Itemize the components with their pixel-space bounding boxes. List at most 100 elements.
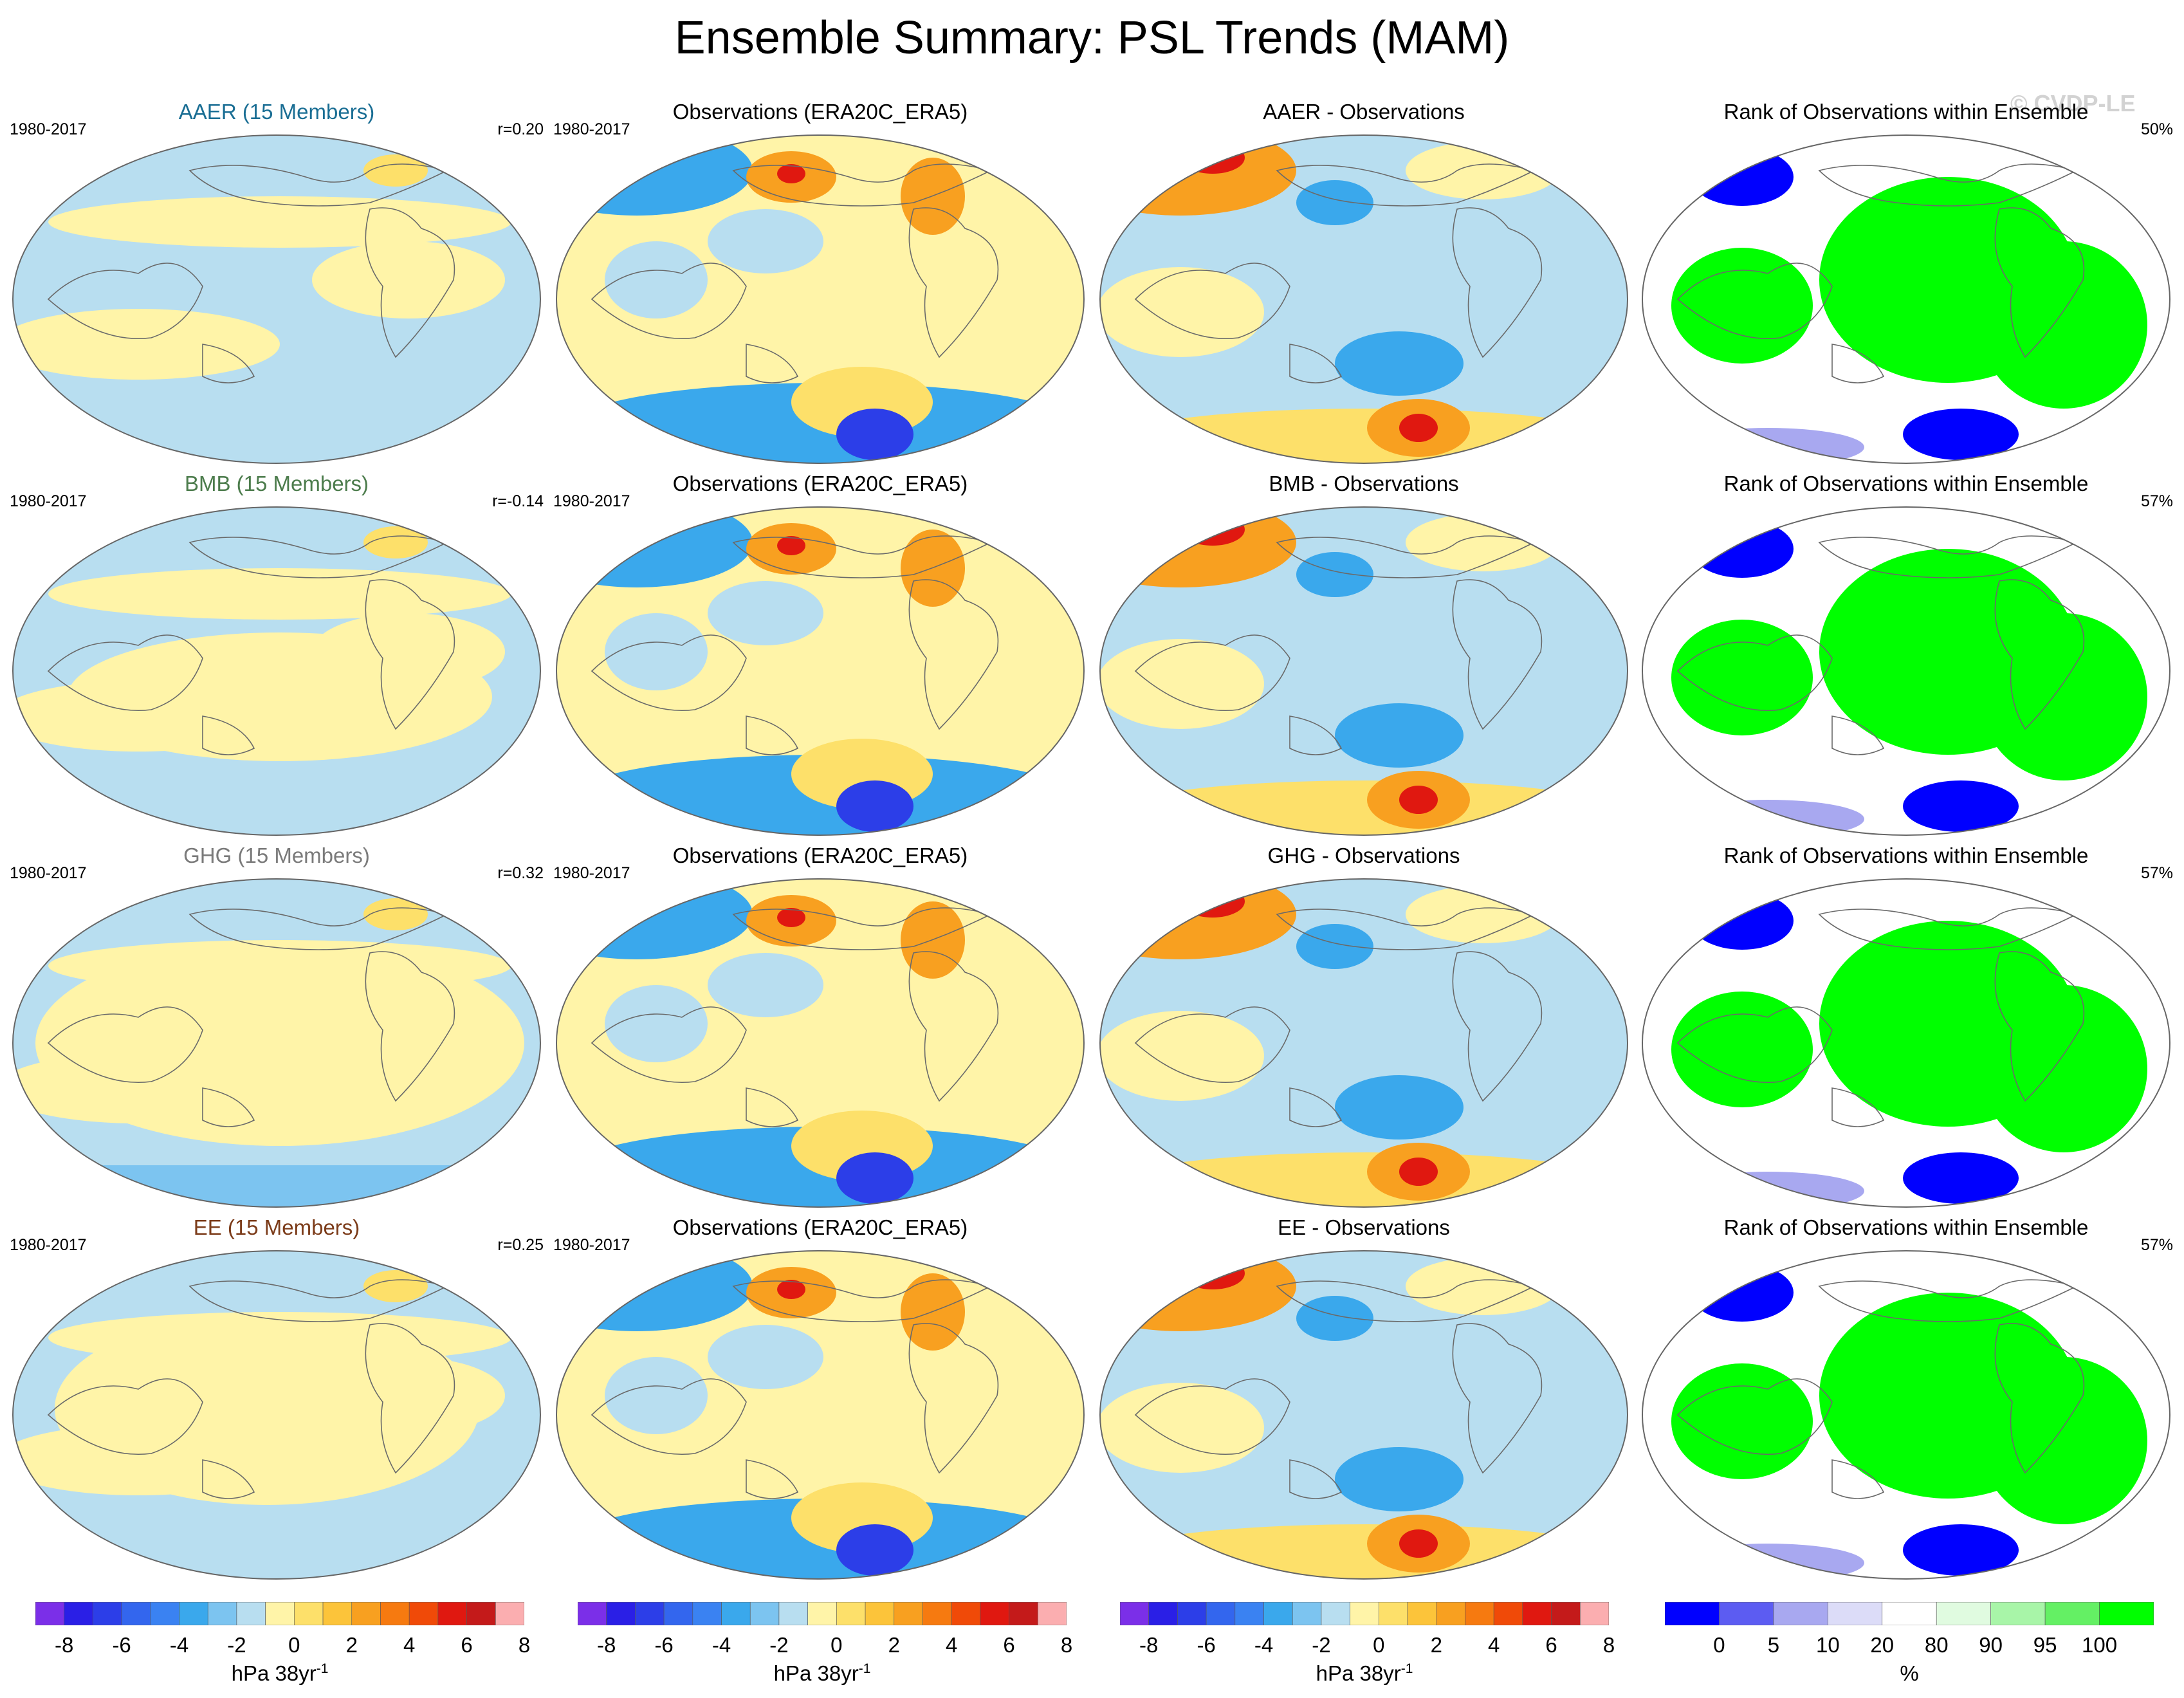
negative-trend-region: [1296, 180, 1373, 225]
colorbar-swatch: [35, 1602, 65, 1625]
period-label: 1980-2017: [10, 492, 87, 510]
panel-title: BMB - Observations: [1269, 472, 1459, 495]
colorbar-tick: 0: [1373, 1633, 1385, 1657]
negative-trend-region: [836, 1152, 913, 1204]
positive-trend-region: [1399, 1529, 1438, 1558]
globe-map: [556, 134, 1085, 464]
coastline: [1994, 1323, 2085, 1474]
colorbar-swatch: [1407, 1602, 1437, 1625]
coastline: [908, 579, 999, 730]
colorbar-swatches: [1120, 1602, 1609, 1625]
coastline: [1134, 634, 1290, 712]
map-panel-ensemble: EE (15 Members) 1980-2017 r=0.25: [10, 1215, 544, 1582]
coastline: [746, 344, 799, 383]
globe-map: [1099, 134, 1628, 464]
coastline: [47, 634, 203, 712]
colorbar-swatch: [1828, 1602, 1883, 1625]
coastline: [365, 207, 455, 358]
globe-map: [1642, 134, 2170, 464]
map-panel-obs: Observations (ERA20C_ERA5) 1980-2017: [553, 472, 1087, 838]
colorbar-swatch: [1493, 1602, 1523, 1625]
positive-trend-region: [1100, 1383, 1264, 1473]
coastline: [1994, 951, 2085, 1102]
coastline: [1289, 1087, 1343, 1127]
colorbar-swatch: [1321, 1602, 1350, 1625]
map-panel-ensemble: AAER (15 Members) 1980-2017 r=0.20: [10, 100, 544, 466]
correlation-label: r=0.25: [497, 1236, 544, 1254]
positive-trend-region: [1399, 414, 1438, 442]
map-panel-ensemble: BMB (15 Members) 1980-2017 r=-0.14: [10, 472, 544, 838]
globe-outline: [1642, 1250, 2170, 1580]
rank-percent-label: 50%: [2140, 120, 2173, 138]
coastline: [1676, 263, 1833, 340]
colorbar-swatch: [1465, 1602, 1494, 1625]
colorbar-swatch: [1990, 1602, 2046, 1625]
rank-low-region: [1691, 892, 1794, 950]
negative-trend-region: [605, 241, 708, 318]
colorbar-tick: 0: [288, 1633, 300, 1657]
colorbar-swatch: [1579, 1602, 1609, 1625]
positive-trend-region: [68, 632, 492, 761]
colorbar-swatch: [265, 1602, 295, 1625]
positive-trend-region: [777, 164, 805, 183]
positive-trend-region: [1180, 885, 1245, 918]
colorbar-tick: -4: [169, 1633, 189, 1657]
map-panel-diff: BMB - Observations: [1097, 472, 1631, 838]
coastline: [591, 1006, 747, 1084]
positive-trend-region: [363, 898, 428, 930]
panel-title: AAER - Observations: [1263, 100, 1465, 124]
map-panel-obs: Observations (ERA20C_ERA5) 1980-2017: [553, 1215, 1087, 1582]
period-label: 1980-2017: [10, 864, 87, 882]
rank-low-region: [1671, 428, 1864, 463]
colorbar-swatch: [351, 1602, 381, 1625]
negative-trend-region: [708, 209, 823, 273]
coastline: [1134, 263, 1290, 340]
colorbar-swatch: [749, 1602, 780, 1625]
coastline: [365, 951, 455, 1102]
colorbar-tick: 8: [1602, 1633, 1615, 1657]
colorbar-swatch: [894, 1602, 923, 1625]
colorbar-swatch: [663, 1602, 693, 1625]
colorbar-swatch: [692, 1602, 722, 1625]
coastline: [746, 1459, 799, 1499]
coastline: [1452, 579, 1543, 730]
colorbar-tick: 90: [1979, 1633, 2003, 1657]
colorbar-swatch: [150, 1602, 179, 1625]
colorbar-swatch: [294, 1602, 324, 1625]
colorbar-tick: 0: [830, 1633, 843, 1657]
colorbar-tick: 6: [1003, 1633, 1015, 1657]
colorbar-tick: 4: [1487, 1633, 1500, 1657]
globe-outline: [12, 134, 541, 464]
globe-outline: [1642, 134, 2170, 464]
units-exponent: -1: [1400, 1661, 1413, 1676]
globe-outline: [556, 134, 1085, 464]
globe-outline: [1099, 506, 1628, 836]
colorbar-swatch: [1009, 1602, 1038, 1625]
globe-outline: [12, 878, 541, 1208]
colorbar-swatch: [408, 1602, 439, 1625]
negative-trend-region: [836, 409, 913, 460]
map-panel-ensemble: GHG (15 Members) 1980-2017 r=0.32: [10, 844, 544, 1210]
rank-low-region: [1691, 148, 1794, 206]
colorbar-swatches: [1665, 1602, 2154, 1625]
colorbar-swatch: [1177, 1602, 1207, 1625]
panel-title: Observations (ERA20C_ERA5): [672, 1215, 968, 1239]
rank-percent-label: 57%: [2140, 1236, 2173, 1254]
colorbar-tick: -6: [1197, 1633, 1216, 1657]
rank-high-region: [1671, 248, 1813, 364]
colorbar-tick: -4: [711, 1633, 731, 1657]
colorbar-tick: 2: [888, 1633, 900, 1657]
negative-trend-region: [605, 1357, 708, 1434]
negative-trend-region: [1335, 703, 1464, 768]
globe-map: [556, 506, 1085, 836]
colorbar-tick: 95: [2033, 1633, 2057, 1657]
colorbar-swatch: [635, 1602, 665, 1625]
coastline: [1994, 207, 2085, 358]
negative-trend-region: [1296, 1296, 1373, 1341]
colorbar-swatch: [380, 1602, 410, 1625]
colorbar-units: hPa 38yr-1: [35, 1661, 524, 1686]
positive-trend-region: [1406, 142, 1560, 199]
colorbar-tick: 2: [1430, 1633, 1442, 1657]
colorbar-swatch: [1882, 1602, 1937, 1625]
coastline: [908, 1323, 999, 1474]
